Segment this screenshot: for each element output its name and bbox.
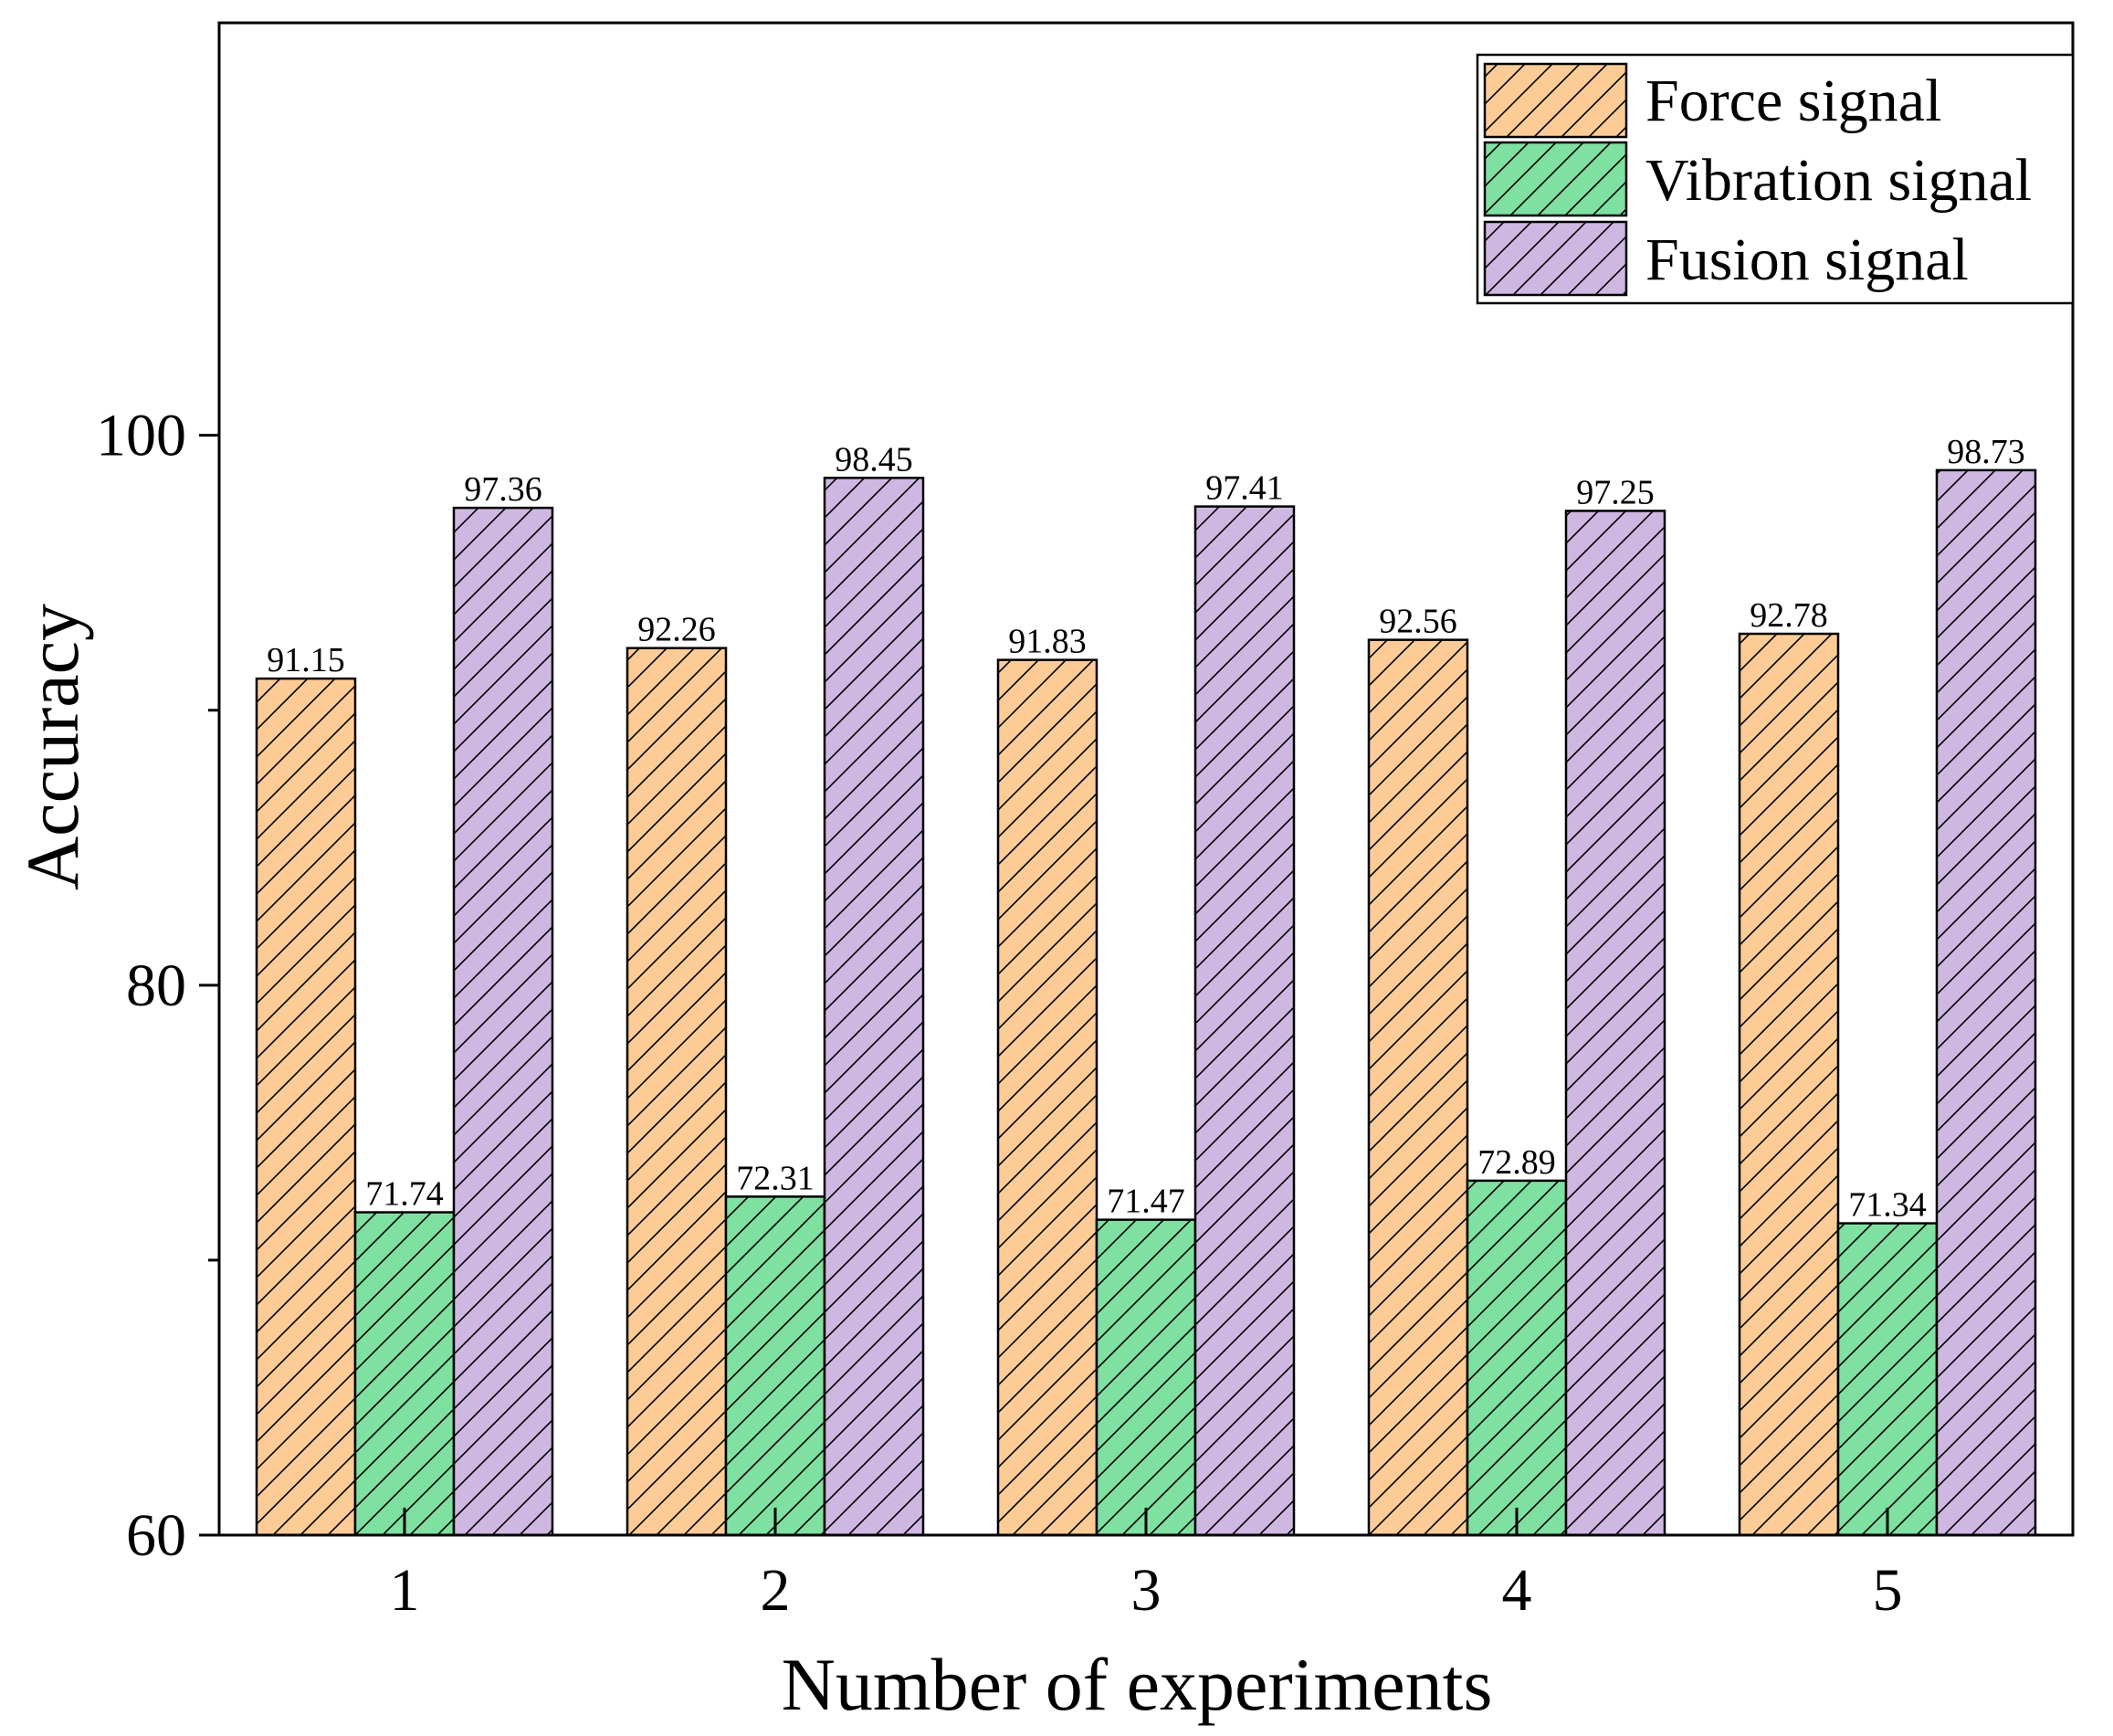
legend-swatch-fusion — [1483, 220, 1628, 297]
legend-label-vibration: Vibration signal — [1645, 147, 2032, 214]
data-label-vibration-signal-exp-3: 71.47 — [1107, 1183, 1185, 1221]
bar-fusion-signal-exp-2 — [823, 477, 925, 1537]
legend-item-fusion: Fusion signal — [1483, 220, 1969, 297]
bar-fusion-signal-exp-4 — [1564, 510, 1666, 1537]
x-tick-label-4: 4 — [1502, 1557, 1532, 1624]
bar-force-signal-exp-4 — [1367, 638, 1469, 1537]
data-label-vibration-signal-exp-1: 71.74 — [365, 1175, 444, 1214]
axes-layer: 60 80 100 1 2 3 4 5 — [96, 21, 2075, 1624]
bar-force-signal-exp-2 — [625, 647, 728, 1537]
y-tick-label-100: 100 — [96, 403, 186, 469]
bars-layer — [255, 468, 2037, 1537]
legend-swatch-vibration — [1483, 141, 1628, 217]
x-tick-label-2: 2 — [761, 1557, 791, 1624]
data-label-fusion-signal-exp-3: 97.41 — [1205, 469, 1284, 508]
data-label-force-signal-exp-5: 92.78 — [1750, 596, 1828, 635]
data-label-force-signal-exp-1: 91.15 — [267, 641, 345, 679]
data-label-force-signal-exp-3: 91.83 — [1008, 623, 1087, 661]
bar-fusion-signal-exp-5 — [1935, 468, 2037, 1537]
data-label-fusion-signal-exp-4: 97.25 — [1576, 473, 1655, 511]
bar-force-signal-exp-1 — [255, 677, 357, 1537]
x-tick-label-5: 5 — [1873, 1557, 1903, 1624]
y-tick-label-80: 80 — [126, 952, 186, 1019]
legend: Force signal Vibration signal Fusion sig… — [1476, 53, 2075, 305]
data-label-vibration-signal-exp-5: 71.34 — [1848, 1186, 1927, 1225]
y-axis-title: Accuracy — [11, 604, 94, 890]
x-tick-label-1: 1 — [390, 1557, 420, 1624]
legend-item-force: Force signal — [1483, 62, 1941, 139]
bar-vibration-signal-exp-4 — [1466, 1179, 1568, 1537]
data-labels-layer: 91.15 71.74 97.36 92.26 72.31 98.45 91.83 71.47… — [267, 433, 2025, 1225]
legend-label-fusion: Fusion signal — [1645, 226, 1969, 293]
x-axis-title: Number of experiments — [782, 1643, 1493, 1726]
legend-label-force: Force signal — [1645, 68, 1941, 134]
data-label-fusion-signal-exp-2: 98.45 — [835, 440, 913, 479]
bar-vibration-signal-exp-5 — [1836, 1222, 1939, 1537]
data-label-force-signal-exp-4: 92.56 — [1379, 603, 1457, 641]
y-tick-label-60: 60 — [126, 1502, 186, 1569]
legend-item-vibration: Vibration signal — [1483, 141, 2032, 217]
bar-vibration-signal-exp-1 — [353, 1211, 456, 1537]
bar-force-signal-exp-3 — [996, 658, 1099, 1537]
bar-fusion-signal-exp-1 — [452, 506, 554, 1537]
data-label-fusion-signal-exp-1: 97.36 — [464, 470, 542, 509]
bar-force-signal-exp-5 — [1738, 632, 1840, 1537]
bar-vibration-signal-exp-3 — [1095, 1218, 1197, 1537]
data-label-force-signal-exp-2: 92.26 — [637, 611, 716, 649]
x-tick-label-3: 3 — [1131, 1557, 1162, 1624]
bar-fusion-signal-exp-3 — [1193, 505, 1296, 1537]
bar-vibration-signal-exp-2 — [724, 1195, 826, 1537]
data-label-vibration-signal-exp-4: 72.89 — [1477, 1143, 1556, 1182]
legend-swatch-force — [1483, 62, 1628, 139]
data-label-fusion-signal-exp-5: 98.73 — [1947, 433, 2025, 471]
data-label-vibration-signal-exp-2: 72.31 — [736, 1159, 815, 1197]
